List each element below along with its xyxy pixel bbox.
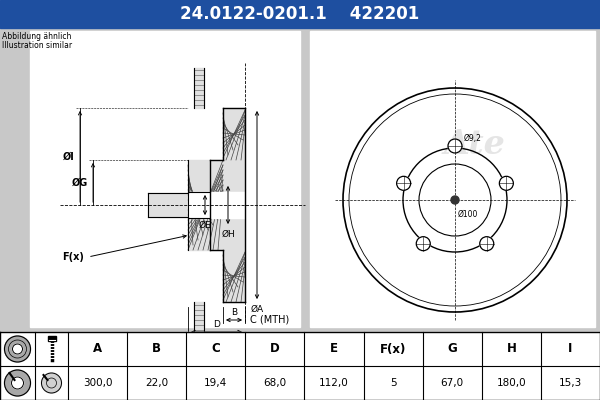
Bar — [47, 336, 56, 341]
Text: B: B — [231, 308, 237, 317]
Circle shape — [480, 237, 494, 251]
Text: ØG: ØG — [72, 178, 88, 188]
Circle shape — [343, 88, 567, 312]
Text: 5: 5 — [390, 378, 397, 388]
Circle shape — [41, 373, 62, 393]
Text: D: D — [213, 320, 220, 329]
Circle shape — [451, 196, 459, 204]
Circle shape — [416, 237, 430, 251]
Text: C (MTH): C (MTH) — [250, 314, 289, 324]
Circle shape — [499, 176, 514, 190]
Text: ØH: ØH — [221, 230, 235, 239]
Text: 67,0: 67,0 — [440, 378, 464, 388]
Text: ØE: ØE — [199, 221, 211, 230]
Bar — [223, 108, 245, 302]
Bar — [158, 205, 188, 217]
Text: 180,0: 180,0 — [497, 378, 526, 388]
Text: Ate: Ate — [444, 128, 506, 162]
Text: Ø100: Ø100 — [458, 210, 478, 219]
Bar — [0, 332, 600, 400]
Bar — [194, 302, 204, 342]
Text: 15,3: 15,3 — [559, 378, 582, 388]
Text: B: B — [152, 342, 161, 356]
Circle shape — [11, 377, 23, 389]
Text: C: C — [211, 342, 220, 356]
Circle shape — [448, 139, 462, 153]
Circle shape — [13, 344, 23, 354]
Bar — [188, 192, 245, 218]
Text: 19,4: 19,4 — [204, 378, 227, 388]
Text: 300,0: 300,0 — [83, 378, 112, 388]
Text: Illustration similar: Illustration similar — [2, 41, 72, 50]
Text: F(x): F(x) — [380, 342, 406, 356]
Bar — [194, 68, 204, 108]
Bar — [30, 31, 300, 327]
Text: ØA: ØA — [250, 305, 263, 314]
Text: G: G — [448, 342, 457, 356]
Text: Abbildung ähnlich: Abbildung ähnlich — [2, 32, 71, 41]
Text: E: E — [330, 342, 338, 356]
Bar — [148, 193, 188, 217]
Bar — [0, 0, 600, 28]
Circle shape — [397, 176, 410, 190]
Text: 68,0: 68,0 — [263, 378, 286, 388]
Text: I: I — [568, 342, 572, 356]
Text: H: H — [506, 342, 516, 356]
Text: 22,0: 22,0 — [145, 378, 168, 388]
Bar — [0, 28, 600, 332]
Text: F(x): F(x) — [62, 252, 84, 262]
Bar — [188, 160, 223, 250]
Circle shape — [5, 370, 31, 396]
Text: A: A — [93, 342, 102, 356]
Text: 24.0122-0201.1    422201: 24.0122-0201.1 422201 — [181, 5, 419, 23]
Text: 112,0: 112,0 — [319, 378, 349, 388]
Text: Ø9,2: Ø9,2 — [464, 134, 482, 143]
Text: ØI: ØI — [63, 152, 75, 162]
Text: D: D — [270, 342, 280, 356]
Bar — [310, 31, 595, 327]
Circle shape — [5, 336, 31, 362]
